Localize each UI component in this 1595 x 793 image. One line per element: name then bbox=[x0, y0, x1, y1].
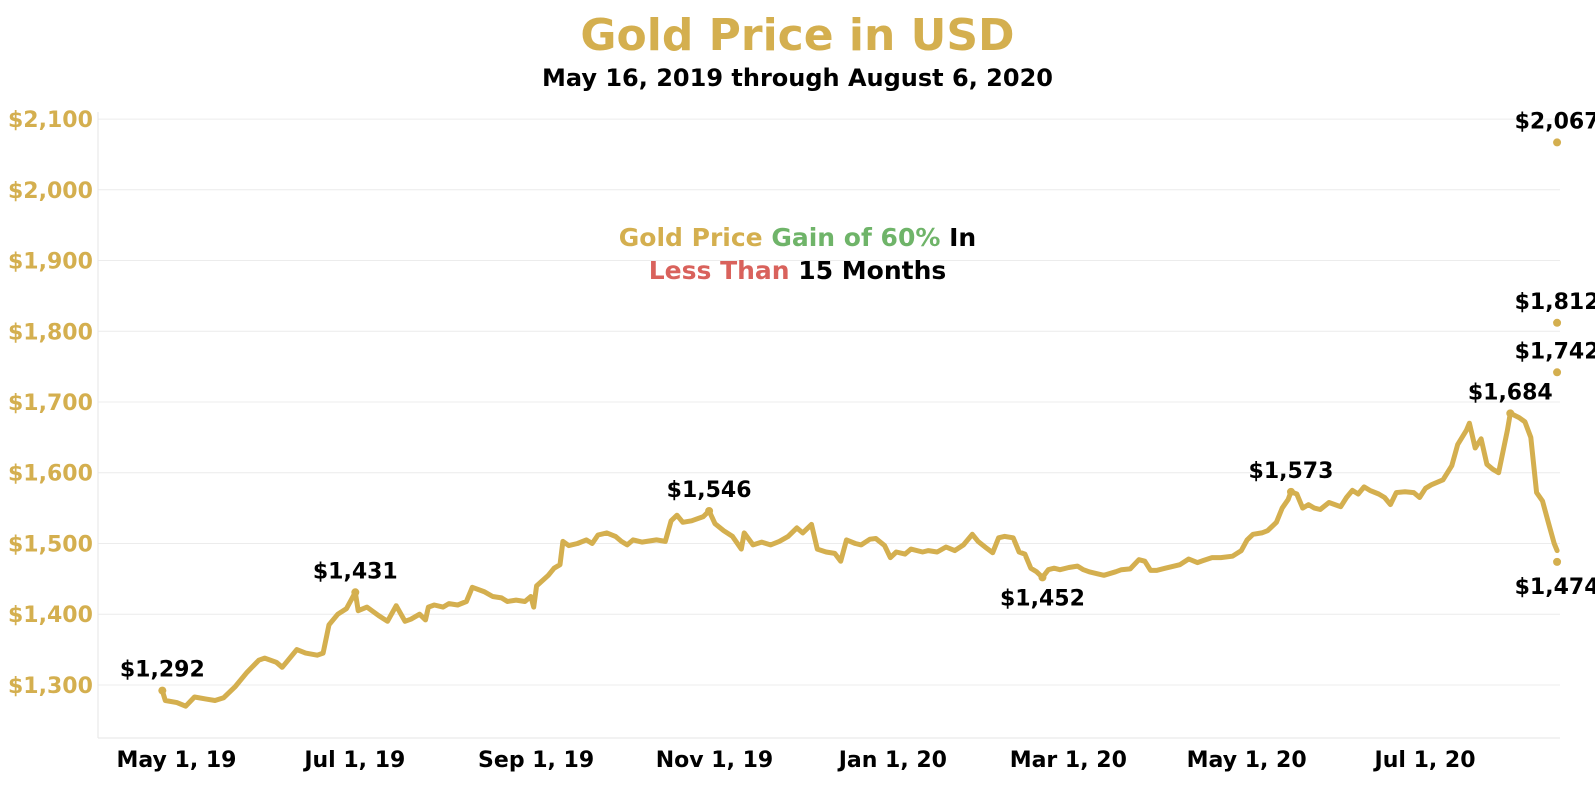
data-point-marker bbox=[351, 588, 360, 597]
data-point-marker bbox=[1506, 409, 1515, 418]
annotation-segment: Gold Price bbox=[618, 223, 772, 252]
y-tick-label: $2,100 bbox=[8, 108, 93, 133]
gridlines bbox=[98, 118, 1560, 686]
y-axis-ticks: $1,300 $1,400 $1,500 $1,600 $1,700 $1,800 $1,9… bbox=[8, 108, 93, 699]
data-point-marker bbox=[1553, 138, 1562, 147]
data-label: $1,546 bbox=[667, 478, 752, 503]
annotation-segment: In bbox=[940, 223, 977, 252]
annotation-segment: 15 Months bbox=[789, 256, 947, 285]
y-tick-label: $1,300 bbox=[8, 674, 93, 699]
data-label: $1,452 bbox=[1000, 586, 1085, 611]
data-point-marker bbox=[158, 686, 167, 695]
x-tick-label: Jan 1, 20 bbox=[837, 748, 947, 773]
data-labels: $1,292 $1,431 $1,546 $1,452 $1,573 $1,684 $1,4… bbox=[120, 109, 1595, 682]
data-point-marker bbox=[1038, 573, 1047, 582]
x-tick-label: Jul 1, 20 bbox=[1373, 748, 1476, 773]
y-tick-label: $1,400 bbox=[8, 603, 93, 628]
x-tick-label: May 1, 19 bbox=[116, 748, 236, 773]
data-label: $1,431 bbox=[313, 559, 398, 584]
series-line-gold-price bbox=[159, 410, 1560, 709]
data-label: $1,292 bbox=[120, 658, 205, 683]
x-axis-ticks: May 1, 19 Jul 1, 19 Sep 1, 19 Nov 1, 19 Jan … bbox=[116, 748, 1475, 773]
data-point-marker bbox=[1553, 557, 1562, 566]
x-tick-label: Nov 1, 19 bbox=[656, 748, 773, 773]
x-tick-label: Jul 1, 19 bbox=[302, 748, 405, 773]
data-label: $1,573 bbox=[1249, 459, 1334, 484]
annotation-segment: Less Than bbox=[648, 256, 790, 285]
data-point-marker bbox=[1553, 318, 1562, 327]
y-tick-label: $2,000 bbox=[8, 179, 93, 204]
data-label: $1,474 bbox=[1515, 575, 1595, 600]
y-tick-label: $1,700 bbox=[8, 391, 93, 416]
y-tick-label: $1,600 bbox=[8, 462, 93, 487]
annotation-line-2: Less Than 15 Months bbox=[0, 256, 1595, 285]
data-point-marker bbox=[705, 506, 714, 515]
annotation-segment: Gain of 60% bbox=[771, 223, 941, 252]
data-point-marker bbox=[1286, 487, 1295, 496]
y-tick-label: $1,500 bbox=[8, 532, 93, 557]
series-layer bbox=[158, 138, 1562, 709]
data-label: $1,812 bbox=[1515, 290, 1595, 315]
data-label: $1,684 bbox=[1468, 380, 1553, 405]
x-tick-label: Mar 1, 20 bbox=[1010, 748, 1127, 773]
y-tick-label: $1,900 bbox=[8, 250, 93, 275]
x-tick-label: Sep 1, 19 bbox=[478, 748, 594, 773]
data-label: $1,742 bbox=[1515, 339, 1595, 364]
data-point-marker bbox=[1553, 368, 1562, 377]
chart-title: Gold Price in USD bbox=[580, 10, 1015, 61]
y-tick-label: $1,800 bbox=[8, 320, 93, 345]
data-label: $2,067 bbox=[1515, 109, 1595, 134]
annotation-line-1: Gold Price Gain of 60% In bbox=[0, 223, 1595, 252]
x-tick-label: May 1, 20 bbox=[1187, 748, 1307, 773]
chart-subtitle: May 16, 2019 through August 6, 2020 bbox=[542, 64, 1053, 92]
